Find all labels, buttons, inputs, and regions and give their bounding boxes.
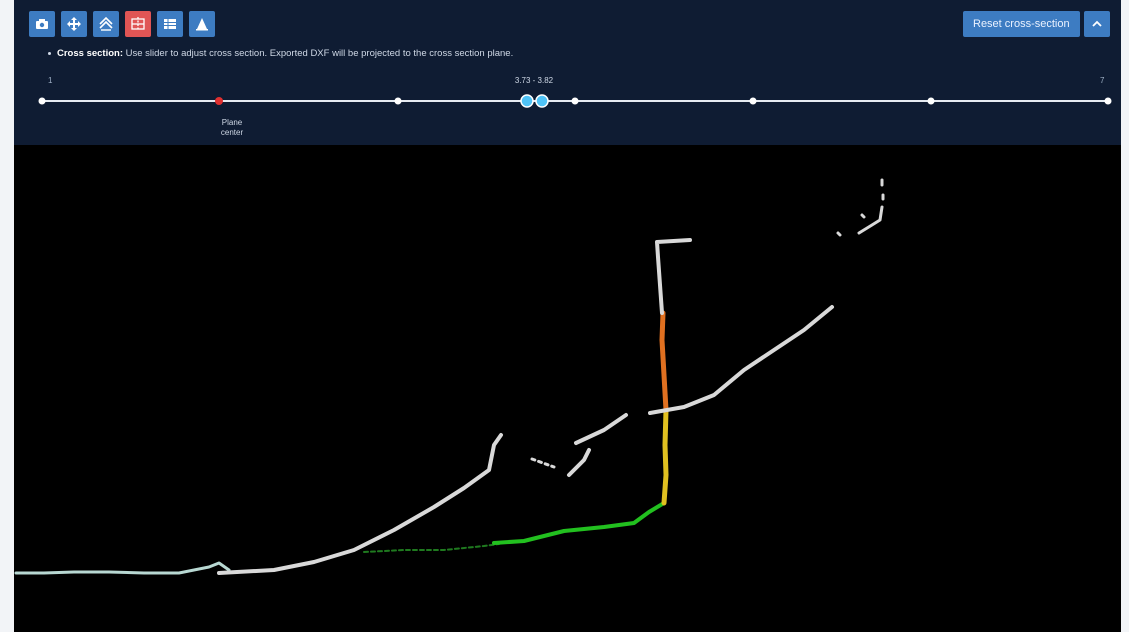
camera-button[interactable]	[29, 11, 55, 37]
slider-handle-min[interactable]	[520, 94, 534, 108]
cross-section-panel: Reset cross-section Cross section: Use s…	[14, 0, 1121, 145]
table-button[interactable]	[157, 11, 183, 37]
move-icon	[67, 17, 81, 31]
profile-wall-grey	[655, 238, 692, 315]
slider-tick	[1104, 97, 1112, 105]
reset-cross-section-button[interactable]: Reset cross-section	[963, 11, 1080, 37]
cross-section-icon	[131, 17, 145, 31]
cross-section-button[interactable]	[125, 11, 151, 37]
profile-wall-yellow	[661, 407, 669, 506]
profile-top-right-scatter	[836, 178, 885, 237]
slider-tick	[571, 97, 579, 105]
profile-fragment-2	[530, 457, 556, 469]
slider-min-label: 1	[48, 76, 53, 85]
info-description: Use slider to adjust cross section. Expo…	[125, 48, 514, 59]
layers-button[interactable]	[93, 11, 119, 37]
table-icon	[164, 19, 176, 29]
layers-icon	[99, 16, 113, 31]
bullet-icon	[48, 51, 51, 55]
profile-fragment-3	[567, 448, 591, 477]
point-cloud-viewport[interactable]	[14, 145, 1121, 632]
plane-center-label: Plane center	[220, 118, 244, 137]
slider-handle-max[interactable]	[535, 94, 549, 108]
slider-tick	[394, 97, 402, 105]
profile-segment-dark-green	[363, 543, 500, 553]
slider-tick	[38, 97, 46, 105]
slider-tick	[749, 97, 757, 105]
measure-button[interactable]	[189, 11, 215, 37]
slider-tick	[927, 97, 935, 105]
slider-range-label: 3.73 - 3.82	[514, 76, 554, 85]
toolbar	[29, 11, 215, 37]
collapse-button[interactable]	[1084, 11, 1110, 37]
cross-section-profile	[14, 178, 885, 575]
profile-fragment-1	[574, 413, 628, 445]
profile-top-right	[857, 205, 884, 235]
cross-section-slider[interactable]	[14, 0, 1121, 145]
measure-icon	[196, 18, 208, 31]
profile-segment-green	[492, 501, 666, 545]
profile-wall-orange	[659, 310, 669, 413]
info-text: Cross section: Use slider to adjust cros…	[48, 48, 513, 59]
profile-upper-right	[648, 305, 834, 415]
info-title: Cross section:	[57, 48, 123, 59]
move-button[interactable]	[61, 11, 87, 37]
slider-max-label: 7	[1100, 76, 1105, 85]
chevron-up-icon	[1092, 20, 1102, 27]
profile-segment-left	[14, 561, 231, 575]
plane-center-marker[interactable]	[215, 97, 223, 105]
profile-slope	[217, 433, 503, 575]
camera-icon	[36, 19, 48, 29]
